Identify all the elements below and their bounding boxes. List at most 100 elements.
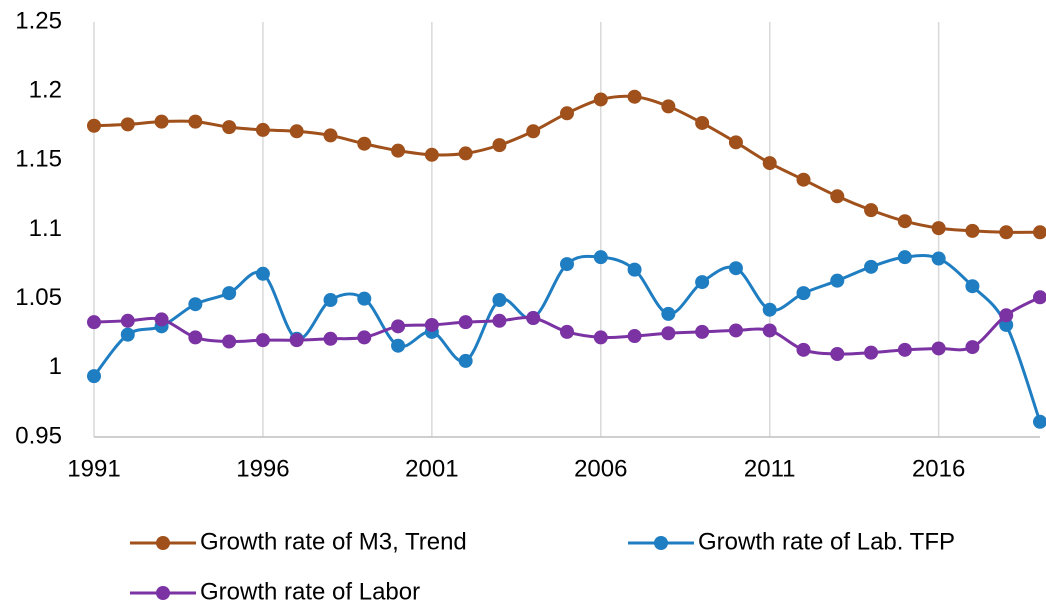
data-point	[492, 313, 507, 328]
data-point	[830, 189, 845, 204]
data-point	[965, 279, 980, 294]
data-point	[357, 136, 372, 151]
data-point	[762, 323, 777, 338]
legend-label: Growth rate of Lab. TFP	[698, 528, 955, 555]
legend-marker	[156, 536, 170, 550]
data-point	[87, 118, 101, 133]
data-point	[87, 369, 101, 384]
data-point	[458, 353, 473, 368]
data-point	[120, 313, 135, 328]
data-point	[458, 315, 473, 330]
data-point	[87, 315, 101, 330]
data-point	[391, 338, 406, 353]
y-tick-label: 1.05	[15, 284, 62, 311]
data-point	[222, 334, 237, 349]
data-point	[526, 311, 541, 326]
data-point	[999, 225, 1014, 240]
data-point	[323, 331, 338, 346]
data-point	[931, 251, 946, 266]
data-point	[323, 293, 338, 308]
data-point	[492, 293, 507, 308]
data-point	[762, 302, 777, 317]
data-point	[289, 333, 304, 348]
data-point	[931, 221, 946, 236]
x-tick-label: 2001	[405, 455, 458, 482]
data-point	[188, 114, 203, 129]
data-point	[661, 326, 676, 341]
y-tick-label: 1	[49, 353, 62, 380]
data-point	[897, 214, 912, 229]
data-point	[188, 297, 203, 312]
data-point	[492, 138, 507, 153]
data-point	[357, 330, 372, 345]
data-point	[458, 146, 473, 161]
data-point	[593, 250, 608, 265]
data-point	[728, 261, 743, 276]
legend-marker	[156, 586, 170, 600]
x-tick-label: 1996	[236, 455, 289, 482]
y-tick-label: 1.2	[29, 77, 62, 104]
data-point	[120, 117, 135, 132]
data-point	[560, 106, 574, 121]
legend-label: Growth rate of M3, Trend	[200, 528, 467, 555]
data-point	[593, 92, 608, 107]
data-point	[627, 89, 642, 104]
data-point	[323, 128, 338, 143]
data-point	[154, 114, 169, 129]
data-point	[627, 262, 642, 277]
data-point	[796, 286, 811, 301]
data-point	[796, 342, 811, 357]
data-point	[593, 330, 608, 345]
data-point	[897, 342, 912, 357]
y-tick-label: 0.95	[15, 422, 62, 449]
data-point	[830, 347, 845, 361]
data-point	[965, 223, 980, 238]
x-tick-label: 2011	[744, 455, 796, 482]
data-point	[999, 308, 1014, 323]
y-tick-label: 1.25	[15, 7, 62, 34]
data-point	[695, 275, 710, 290]
data-point	[424, 317, 439, 332]
data-point	[391, 319, 406, 334]
data-point	[864, 259, 879, 274]
data-point	[255, 266, 270, 281]
data-point	[661, 99, 676, 114]
data-point	[289, 124, 304, 139]
data-point	[424, 147, 439, 162]
data-point	[897, 250, 912, 265]
data-point	[728, 135, 743, 150]
data-point	[560, 257, 574, 272]
data-point	[1033, 290, 1046, 305]
data-point	[188, 330, 203, 345]
data-point	[695, 324, 710, 339]
y-tick-label: 1.15	[15, 146, 62, 173]
data-point	[1033, 414, 1046, 429]
x-tick-label: 2006	[574, 455, 627, 482]
data-point	[391, 143, 406, 158]
data-point	[526, 124, 541, 139]
legend-label: Growth rate of Labor	[200, 578, 420, 605]
data-point	[255, 333, 270, 348]
y-tick-label: 1.1	[29, 215, 62, 242]
data-point	[931, 341, 946, 356]
data-point	[695, 115, 710, 130]
data-point	[864, 345, 879, 360]
data-point	[830, 273, 845, 288]
data-point	[762, 156, 777, 171]
data-point	[154, 312, 169, 327]
data-point	[222, 286, 237, 301]
data-point	[661, 306, 676, 321]
legend-marker	[654, 536, 668, 550]
data-point	[222, 120, 237, 135]
data-point	[965, 340, 980, 355]
data-point	[357, 291, 372, 306]
data-point	[560, 324, 574, 339]
data-point	[255, 122, 270, 137]
data-point	[796, 172, 811, 187]
data-point	[864, 203, 879, 218]
data-point	[627, 329, 642, 344]
data-point	[1033, 225, 1046, 240]
x-tick-label: 2016	[912, 455, 965, 482]
data-point	[999, 317, 1014, 332]
